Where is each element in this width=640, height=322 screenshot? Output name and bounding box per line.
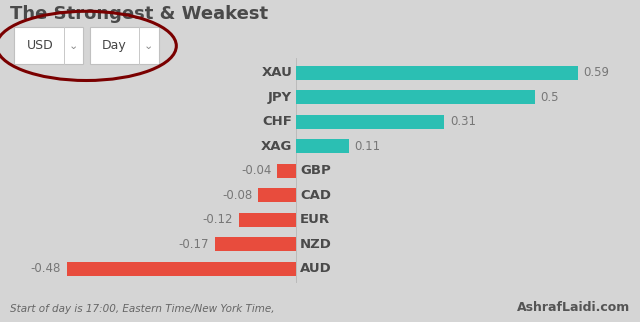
Text: ⌄: ⌄	[144, 41, 154, 51]
Bar	[258, 188, 296, 202]
Text: Start of day is 17:00, Eastern Time/New York Time,: Start of day is 17:00, Eastern Time/New …	[10, 304, 275, 314]
Text: -0.48: -0.48	[31, 262, 61, 275]
Bar	[296, 66, 578, 80]
Text: AUD: AUD	[300, 262, 332, 275]
Text: 0.5: 0.5	[541, 91, 559, 104]
Bar	[67, 261, 296, 276]
Text: 0.11: 0.11	[355, 140, 381, 153]
Text: The Strongest & Weakest: The Strongest & Weakest	[10, 5, 268, 23]
Text: CHF: CHF	[262, 115, 292, 128]
Text: USD: USD	[26, 39, 53, 52]
Text: -0.04: -0.04	[241, 164, 271, 177]
Text: 0.31: 0.31	[450, 115, 476, 128]
Bar	[296, 90, 535, 104]
Bar	[296, 115, 444, 129]
Text: ⌄: ⌄	[68, 41, 78, 51]
Text: JPY: JPY	[268, 91, 292, 104]
Text: -0.08: -0.08	[222, 189, 252, 202]
Bar	[296, 139, 349, 153]
Text: -0.17: -0.17	[179, 238, 209, 251]
Bar	[239, 213, 296, 227]
Text: AshrafLaidi.com: AshrafLaidi.com	[516, 301, 630, 314]
Text: -0.12: -0.12	[203, 213, 233, 226]
Text: NZD: NZD	[300, 238, 332, 251]
Text: CAD: CAD	[300, 189, 331, 202]
Bar	[277, 164, 296, 178]
Text: GBP: GBP	[300, 164, 331, 177]
Text: XAU: XAU	[261, 66, 292, 79]
Text: EUR: EUR	[300, 213, 330, 226]
Text: XAG: XAG	[261, 140, 292, 153]
Text: 0.59: 0.59	[584, 66, 610, 79]
Text: Day: Day	[102, 39, 127, 52]
Bar	[215, 237, 296, 251]
